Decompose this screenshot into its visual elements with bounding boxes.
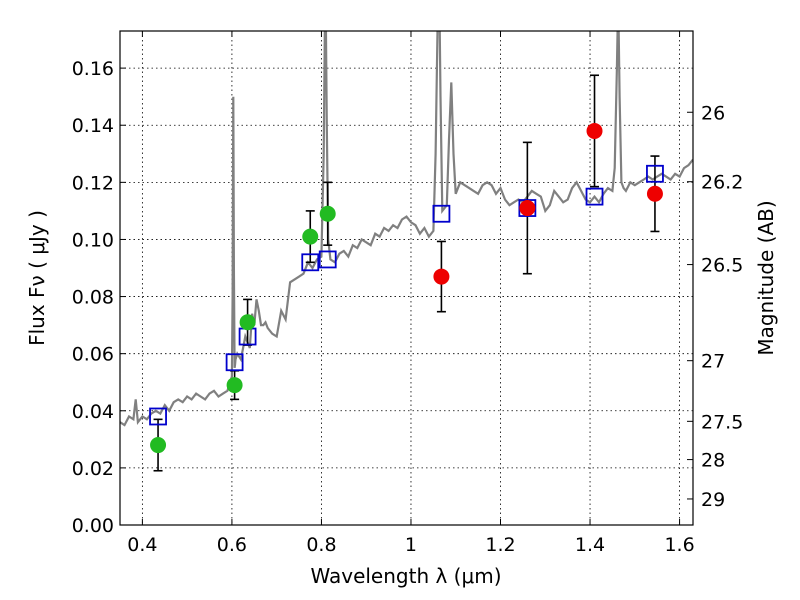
y-tick-label: 0.04 [72, 401, 114, 423]
model-flux-square [646, 164, 664, 183]
x-tick-label: 0.4 [127, 534, 157, 556]
y-tick-label: 0.10 [72, 229, 114, 251]
observed-flux-point [150, 437, 167, 454]
y2-tick-label: 27.5 [701, 411, 743, 433]
observed-flux-point [302, 228, 319, 245]
y-tick-label: 0.12 [72, 172, 114, 194]
y2-tick-label: 26.5 [701, 255, 743, 277]
y-axis-ticks: 0.00 0.02 0.04 0.06 0.08 0.10 0.12 0.14 0.16 [72, 58, 126, 537]
y2-axis-ticks: 26 26.2 26.5 27 27.5 28 29 [687, 102, 743, 511]
model-flux-square [432, 204, 451, 223]
y2-tick-label: 27 [701, 351, 725, 373]
plot-frame [119, 30, 694, 526]
grid-lines [120, 31, 693, 526]
x-tick-label: 1 [405, 534, 417, 556]
model-flux-square [585, 187, 604, 206]
observed-flux-point [586, 122, 603, 139]
y-tick-label: 0.16 [72, 58, 114, 80]
error-bars [153, 74, 660, 472]
model-flux-square [301, 253, 320, 272]
observed-flux-point [239, 314, 256, 331]
model-flux-square [318, 250, 337, 269]
x-axis-label: Wavelength λ (μm) [310, 564, 501, 588]
model-flux-square [225, 353, 244, 372]
observed-flux-point [319, 205, 336, 222]
y-tick-label: 0.06 [72, 344, 114, 366]
y-tick-label: 0.14 [72, 115, 114, 137]
x-tick-label: 0.8 [306, 534, 336, 556]
y-tick-label: 0.02 [72, 458, 114, 480]
x-tick-label: 1.2 [485, 534, 515, 556]
model-spectrum-line [120, 31, 693, 427]
x-tick-label: 0.6 [217, 534, 247, 556]
y-axis-label: Flux Fν ( μJy ) [25, 210, 49, 346]
data-markers [149, 122, 664, 454]
y2-tick-label: 29 [701, 489, 725, 511]
observed-flux-point [646, 185, 663, 202]
y-tick-label: 0.08 [72, 287, 114, 309]
y2-axis-label: Magnitude (AB) [754, 200, 778, 355]
y2-tick-label: 26.2 [701, 172, 743, 194]
x-tick-label: 1.6 [664, 534, 694, 556]
observed-flux-point [433, 268, 450, 285]
x-axis-ticks: 0.4 0.6 0.8 1 1.2 1.4 1.6 [127, 31, 695, 556]
y-tick-label: 0.00 [72, 515, 114, 537]
y2-tick-label: 28 [701, 450, 725, 472]
x-tick-label: 1.4 [575, 534, 605, 556]
model-flux-square [149, 407, 167, 426]
y2-tick-label: 26 [701, 102, 725, 124]
observed-flux-point [226, 377, 243, 394]
observed-flux-point [519, 200, 536, 217]
